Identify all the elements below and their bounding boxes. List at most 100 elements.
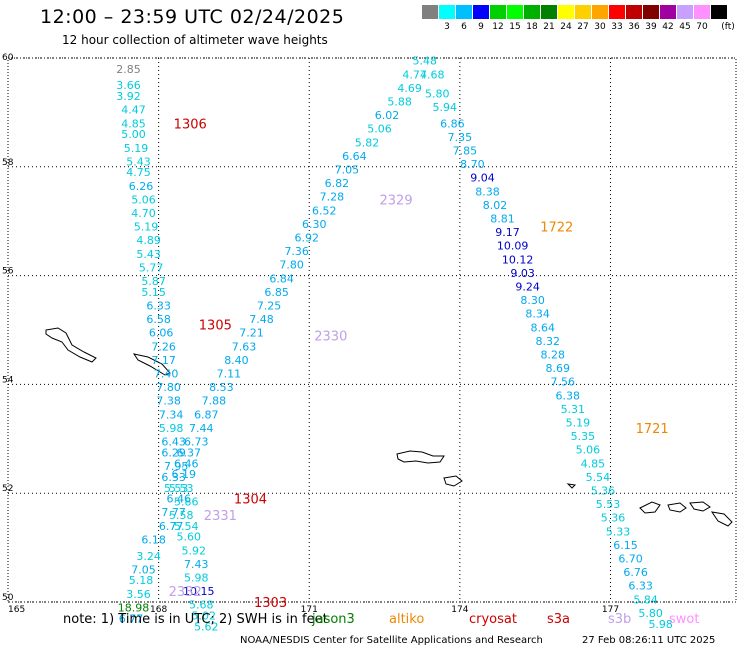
wave-height-value: 4.75 bbox=[126, 166, 151, 179]
wave-height-value: 7.40 bbox=[154, 368, 179, 381]
wave-height-value: 6.46 bbox=[174, 457, 199, 470]
wave-height-value: 7.48 bbox=[249, 313, 274, 326]
wave-height-value: 6.77 bbox=[159, 520, 184, 533]
wave-height-value: 8.38 bbox=[475, 185, 500, 198]
wave-height-value: 5.53 bbox=[164, 482, 189, 495]
pass-label: 2331 bbox=[204, 509, 237, 524]
coastline bbox=[639, 501, 661, 514]
wave-height-value: 5.62 bbox=[194, 620, 219, 633]
legend-label: 30 bbox=[594, 22, 606, 32]
wave-height-value: 5.53 bbox=[169, 482, 194, 495]
longitude-label: 168 bbox=[150, 605, 167, 615]
wave-height-value: 5.86 bbox=[174, 495, 199, 508]
wave-height-value: 5.43 bbox=[136, 248, 161, 261]
wave-height-value: 8.53 bbox=[209, 381, 234, 394]
coastline-islands bbox=[45, 327, 733, 527]
legend-swatch bbox=[626, 5, 642, 19]
wave-height-value: 6.18 bbox=[141, 533, 166, 546]
wave-height-value: 4.47 bbox=[121, 104, 146, 117]
wave-height-value: 8.69 bbox=[546, 362, 571, 375]
legend-swatch bbox=[558, 5, 574, 19]
wave-height-value: 8.81 bbox=[490, 212, 515, 225]
wave-height-value: 6.15 bbox=[613, 539, 638, 552]
wave-height-value: 3.24 bbox=[136, 550, 161, 563]
latitude-label: 54 bbox=[2, 375, 14, 385]
wave-height-value: 10.09 bbox=[497, 240, 529, 253]
wave-height-value: 5.68 bbox=[189, 599, 214, 612]
wave-height-value: 5.54 bbox=[174, 520, 199, 533]
wave-height-value: 5.94 bbox=[433, 101, 458, 114]
legend-label: 70 bbox=[696, 22, 708, 32]
wave-height-observations: 2.853.663.924.474.855.005.195.434.756.26… bbox=[116, 55, 673, 634]
satellite-name: cryosat bbox=[469, 612, 517, 627]
legend-label: 42 bbox=[662, 22, 674, 32]
wave-height-value: 6.84 bbox=[269, 272, 294, 285]
coastline bbox=[667, 502, 687, 513]
wave-height-value: 6.70 bbox=[618, 552, 643, 565]
legend-swatch bbox=[609, 5, 625, 19]
wave-height-value: 7.21 bbox=[239, 327, 264, 340]
wave-height-value: 6.33 bbox=[161, 471, 186, 484]
wave-height-value: 5.15 bbox=[141, 286, 166, 299]
wave-height-value: 10.12 bbox=[502, 253, 534, 266]
legend-swatch bbox=[592, 5, 608, 19]
wave-height-value: 6.37 bbox=[176, 446, 201, 459]
wave-height-value: 6.19 bbox=[171, 468, 196, 481]
wave-height-value: 6.02 bbox=[375, 109, 400, 122]
wave-height-value: 7.35 bbox=[448, 131, 473, 144]
wave-height-value: 3.66 bbox=[116, 79, 141, 92]
legend-label: 39 bbox=[645, 22, 657, 32]
wave-height-value: 7.95 bbox=[164, 460, 189, 473]
legend-swatch bbox=[541, 5, 557, 19]
wave-height-value: 7.85 bbox=[453, 144, 478, 157]
footer-credit: NOAA/NESDIS Center for Satellite Applica… bbox=[240, 635, 543, 646]
longitude-label: 165 bbox=[8, 605, 25, 615]
longitude-label: 177 bbox=[602, 605, 619, 615]
pass-label: 1722 bbox=[540, 221, 573, 236]
wave-height-value: 7.05 bbox=[335, 164, 360, 177]
wave-height-value: 7.88 bbox=[202, 395, 227, 408]
wave-height-value: 5.06 bbox=[131, 193, 156, 206]
wave-height-value: 7.26 bbox=[151, 340, 176, 353]
wave-height-value: 5.18 bbox=[129, 574, 154, 587]
legend-swatch bbox=[456, 5, 472, 19]
wave-height-value: 5.58 bbox=[169, 509, 194, 522]
legend-label: 33 bbox=[611, 22, 623, 32]
coastline bbox=[566, 483, 577, 489]
wave-height-value: 5.48 bbox=[412, 55, 437, 68]
wave-height-value: 6.52 bbox=[312, 204, 337, 217]
wave-height-value: 5.82 bbox=[355, 136, 380, 149]
wave-height-value: 6.43 bbox=[161, 436, 186, 449]
legend-label: 24 bbox=[560, 22, 572, 32]
wave-height-value: 5.84 bbox=[633, 593, 658, 606]
wave-height-value: 5.31 bbox=[561, 403, 586, 416]
wave-height-value: 9.17 bbox=[495, 226, 520, 239]
wave-height-value: 5.36 bbox=[591, 484, 616, 497]
wave-height-value: 18.98 bbox=[118, 601, 150, 614]
wave-height-value: 5.98 bbox=[184, 572, 209, 585]
pass-label: 2332 bbox=[169, 585, 202, 600]
wave-height-value: 8.30 bbox=[520, 294, 545, 307]
pass-label: 2330 bbox=[314, 329, 347, 344]
pass-labels: 1306 1305 1304 1303 2329 2330 2331 2332 1722 1721 bbox=[169, 117, 669, 611]
coastline bbox=[689, 501, 711, 512]
legend-label: 36 bbox=[628, 22, 640, 32]
wave-height-value: 5.54 bbox=[586, 471, 611, 484]
pass-label: 1303 bbox=[254, 596, 287, 611]
wave-height-value: 6.86 bbox=[440, 117, 465, 130]
satellite-name: jason3 bbox=[312, 612, 355, 627]
legend-swatch bbox=[507, 5, 523, 19]
wave-height-value: 7.25 bbox=[257, 300, 282, 313]
wave-height-value: 5.87 bbox=[141, 275, 166, 288]
legend-swatch bbox=[490, 5, 506, 19]
longitude-label: 171 bbox=[301, 605, 318, 615]
wave-height-value: 9.03 bbox=[510, 267, 535, 280]
map-grid bbox=[7, 57, 737, 603]
legend-swatch bbox=[439, 5, 455, 19]
wave-height-value: 4.69 bbox=[397, 82, 422, 95]
legend-swatch bbox=[643, 5, 659, 19]
latitude-label: 50 bbox=[2, 593, 14, 603]
footer-timestamp: 27 Feb 08:26:11 UTC 2025 bbox=[582, 635, 716, 646]
